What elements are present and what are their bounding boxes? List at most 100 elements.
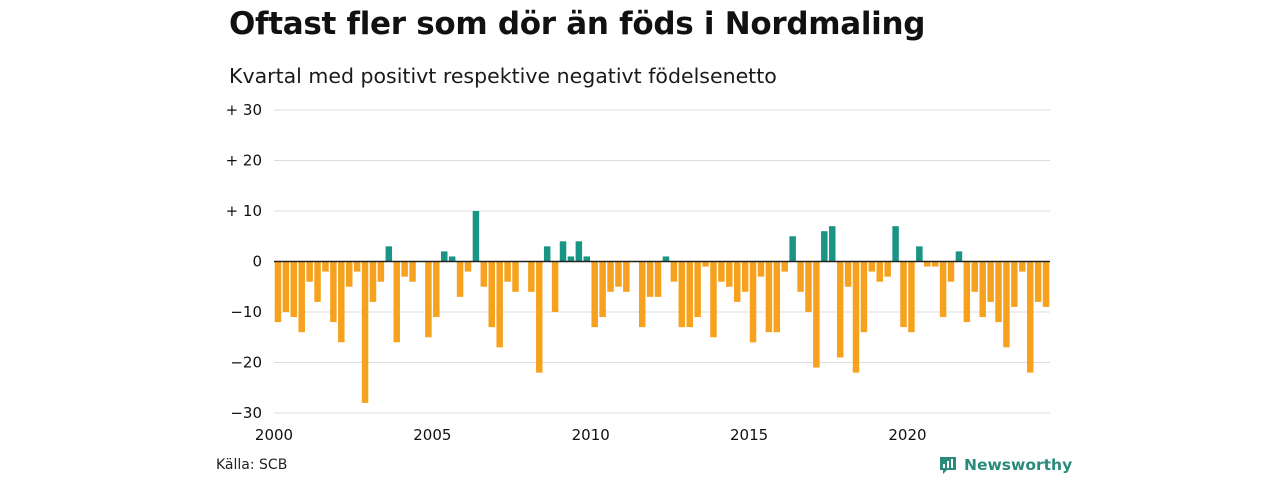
y-tick-label: −20: [230, 354, 262, 372]
bar: [805, 261, 812, 312]
bar: [425, 261, 432, 338]
bar: [852, 261, 860, 373]
bar: [813, 261, 820, 368]
bar: [290, 261, 298, 318]
bar: [662, 256, 670, 262]
bar: [678, 261, 686, 328]
bar: [733, 261, 741, 302]
bar: [726, 261, 733, 287]
bar: [298, 261, 305, 333]
bar: [765, 261, 773, 333]
bar: [1034, 261, 1042, 302]
bar: [884, 261, 891, 277]
bar: [924, 261, 931, 267]
bar: [670, 261, 678, 282]
bar: [939, 261, 947, 318]
bar: [995, 261, 1002, 323]
bar: [330, 261, 337, 323]
bar: [781, 261, 788, 272]
bar: [773, 261, 781, 333]
bar: [409, 261, 416, 282]
bar: [401, 261, 408, 277]
bar: [607, 261, 614, 292]
bar: [504, 261, 511, 282]
bar-chart: + 30+ 20+ 100−10−20−30 2000 2005 2010 2015 2…: [226, 101, 1050, 444]
x-tick-label: 2015: [730, 426, 768, 444]
bar: [480, 261, 488, 287]
bar: [836, 261, 844, 358]
x-tick-label: 2010: [572, 426, 610, 444]
y-tick-label: + 10: [226, 202, 262, 220]
bar: [710, 261, 717, 338]
bar: [947, 261, 955, 282]
bar: [448, 256, 456, 262]
bar: [623, 261, 630, 292]
bar: [322, 261, 329, 272]
bar: [599, 261, 606, 318]
bar: [702, 261, 709, 267]
gridlines: [274, 109, 1050, 414]
bar: [646, 261, 654, 297]
bar: [282, 261, 290, 312]
brand-logo[interactable]: Newsworthy: [938, 455, 1072, 475]
bar: [900, 261, 907, 328]
bar: [314, 261, 321, 302]
bar: [377, 261, 385, 282]
bar: [274, 261, 282, 323]
y-tick-label: 0: [252, 253, 262, 271]
bar: [931, 261, 939, 267]
bar: [1011, 261, 1018, 307]
bar: [892, 226, 899, 262]
bar: [1003, 261, 1010, 348]
bar: [567, 256, 575, 262]
bar: [338, 261, 345, 343]
bar: [876, 261, 883, 282]
bar: [433, 261, 440, 318]
bar: [821, 231, 828, 262]
bar: [575, 241, 583, 262]
bar: [844, 261, 852, 287]
bar: [369, 261, 377, 302]
bar: [512, 261, 519, 292]
bar: [749, 261, 757, 343]
bar: [393, 261, 400, 343]
y-tick-label: −30: [230, 404, 262, 422]
bar: [385, 246, 393, 262]
bar: [757, 261, 765, 277]
bar: [789, 236, 796, 262]
bar: [686, 261, 693, 328]
bar: [916, 246, 923, 262]
bar: [583, 256, 591, 262]
bar: [829, 226, 836, 262]
bar: [464, 261, 472, 272]
bar: [741, 261, 749, 292]
bar: [694, 261, 701, 318]
bar: [441, 251, 448, 262]
newsworthy-logo-icon: [940, 457, 956, 474]
x-axis-tick-labels: 2000 2005 2010 2015 2020: [255, 426, 927, 444]
bar: [1042, 261, 1050, 307]
bar: [971, 261, 979, 292]
bar: [615, 261, 622, 287]
bar: [488, 261, 495, 328]
bar: [718, 261, 725, 282]
bar: [528, 261, 535, 292]
bar: [638, 261, 646, 328]
bar: [353, 261, 361, 272]
bar: [591, 261, 598, 328]
chart-subtitle: Kvartal med positivt respektive negativt…: [229, 64, 777, 88]
bar: [345, 261, 353, 287]
y-tick-label: + 20: [226, 152, 262, 170]
chart-title: Oftast fler som dör än föds i Nordmaling: [229, 6, 926, 42]
source-note: Källa: SCB: [216, 457, 288, 473]
brand-name: Newsworthy: [964, 456, 1073, 474]
bar: [860, 261, 868, 333]
bar: [472, 211, 480, 262]
bar: [1019, 261, 1026, 272]
bar: [536, 261, 543, 373]
bar: [551, 261, 559, 312]
bar: [496, 261, 503, 348]
x-tick-label: 2005: [413, 426, 451, 444]
bar: [543, 246, 551, 262]
bars: [274, 211, 1050, 403]
